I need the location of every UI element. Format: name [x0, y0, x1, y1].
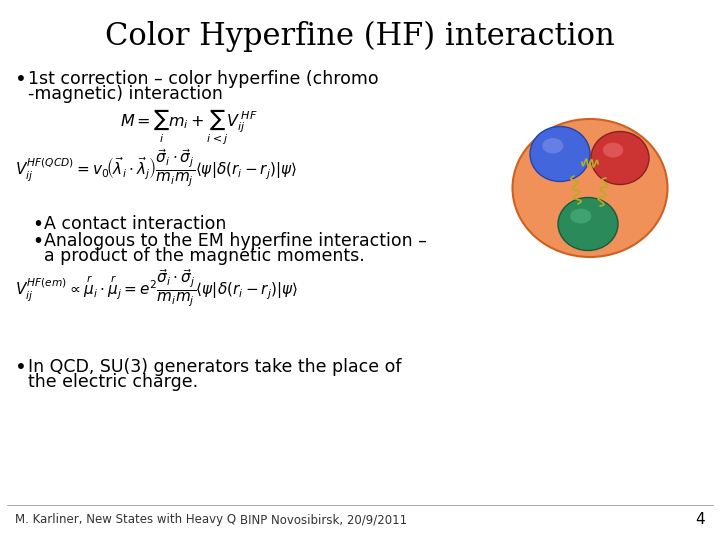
Ellipse shape — [513, 119, 667, 257]
Ellipse shape — [603, 143, 624, 158]
Ellipse shape — [558, 198, 618, 251]
Text: M. Karliner, New States with Heavy Q: M. Karliner, New States with Heavy Q — [15, 514, 236, 526]
Text: the electric charge.: the electric charge. — [28, 373, 198, 391]
Ellipse shape — [542, 138, 563, 153]
Text: $V^{HF(em)}_{ij} \propto \overset{r}{\mu}_i \cdot \overset{r}{\mu}_j= e^2 \dfrac: $V^{HF(em)}_{ij} \propto \overset{r}{\mu… — [15, 268, 298, 309]
Text: 4: 4 — [696, 512, 705, 528]
Text: Color Hyperfine (HF) interaction: Color Hyperfine (HF) interaction — [105, 21, 615, 52]
Text: •: • — [32, 232, 43, 251]
Text: Analogous to the EM hyperfine interaction –: Analogous to the EM hyperfine interactio… — [44, 232, 427, 250]
Text: •: • — [32, 215, 43, 234]
Text: A contact interaction: A contact interaction — [44, 215, 226, 233]
Ellipse shape — [591, 132, 649, 185]
Text: •: • — [15, 70, 27, 89]
Text: BINP Novosibirsk, 20/9/2011: BINP Novosibirsk, 20/9/2011 — [240, 514, 407, 526]
Text: In QCD, SU(3) generators take the place of: In QCD, SU(3) generators take the place … — [28, 358, 402, 376]
Text: $V^{HF(QCD)}_{ij} = v_0\!\left(\vec{\lambda}_i \cdot \vec{\lambda}_j\right)\dfra: $V^{HF(QCD)}_{ij} = v_0\!\left(\vec{\lam… — [15, 148, 297, 189]
Text: $M = \sum_i m_i + \sum_{i<j} V^{\,HF}_{ij}$: $M = \sum_i m_i + \sum_{i<j} V^{\,HF}_{i… — [120, 108, 258, 147]
Ellipse shape — [570, 208, 591, 224]
Text: a product of the magnetic moments.: a product of the magnetic moments. — [44, 247, 365, 265]
Ellipse shape — [530, 126, 590, 181]
Text: 1st correction – color hyperfine (chromo: 1st correction – color hyperfine (chromo — [28, 70, 379, 88]
Text: -magnetic) interaction: -magnetic) interaction — [28, 85, 223, 103]
Text: •: • — [15, 358, 27, 377]
